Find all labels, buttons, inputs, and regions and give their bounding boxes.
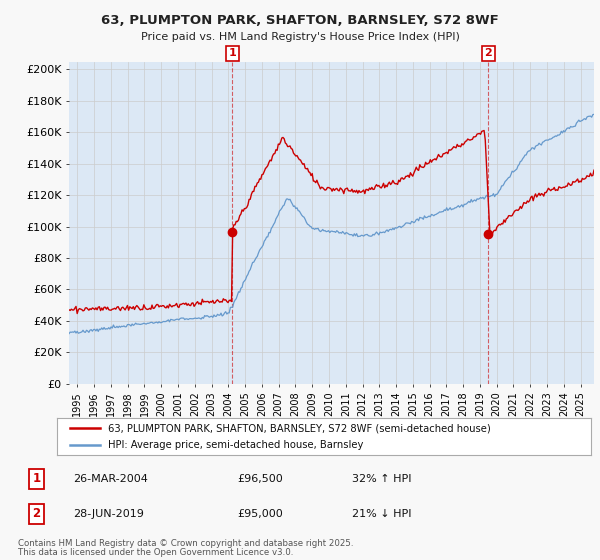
Text: 2: 2	[484, 48, 492, 58]
Text: 1: 1	[32, 472, 41, 486]
Text: £95,000: £95,000	[237, 509, 283, 519]
Text: 2: 2	[32, 507, 41, 520]
Text: 63, PLUMPTON PARK, SHAFTON, BARNSLEY, S72 8WF: 63, PLUMPTON PARK, SHAFTON, BARNSLEY, S7…	[101, 14, 499, 27]
Text: 21% ↓ HPI: 21% ↓ HPI	[352, 509, 412, 519]
Text: 26-MAR-2004: 26-MAR-2004	[73, 474, 148, 484]
Text: Price paid vs. HM Land Registry's House Price Index (HPI): Price paid vs. HM Land Registry's House …	[140, 32, 460, 43]
Text: 1: 1	[229, 48, 236, 58]
Text: £96,500: £96,500	[237, 474, 283, 484]
Text: This data is licensed under the Open Government Licence v3.0.: This data is licensed under the Open Gov…	[18, 548, 293, 557]
Text: HPI: Average price, semi-detached house, Barnsley: HPI: Average price, semi-detached house,…	[108, 441, 363, 450]
Text: 32% ↑ HPI: 32% ↑ HPI	[352, 474, 412, 484]
Text: Contains HM Land Registry data © Crown copyright and database right 2025.: Contains HM Land Registry data © Crown c…	[18, 539, 353, 548]
Text: 28-JUN-2019: 28-JUN-2019	[73, 509, 143, 519]
Text: 63, PLUMPTON PARK, SHAFTON, BARNSLEY, S72 8WF (semi-detached house): 63, PLUMPTON PARK, SHAFTON, BARNSLEY, S7…	[108, 423, 490, 433]
